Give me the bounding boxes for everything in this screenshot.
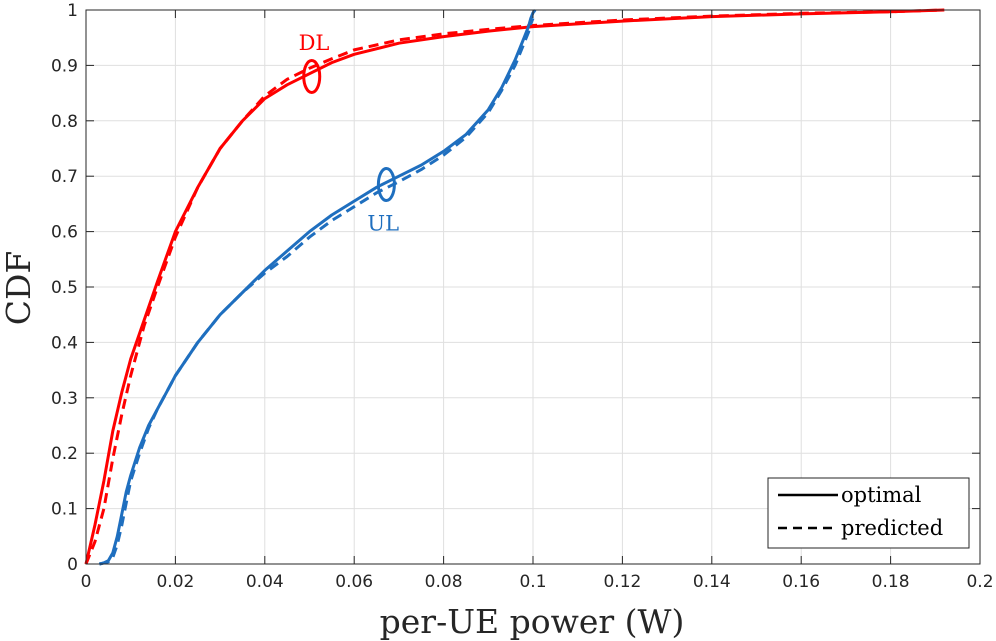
- x-tick-label: 0.18: [872, 572, 910, 592]
- x-tick-label: 0.12: [603, 572, 641, 592]
- y-tick-label: 0.6: [51, 223, 78, 243]
- x-axis-label: per-UE power (W): [380, 602, 685, 641]
- y-tick-label: 0.1: [51, 500, 78, 520]
- legend: optimal predicted: [767, 477, 970, 549]
- legend-box: [767, 477, 970, 549]
- y-tick-label: 0: [67, 555, 78, 575]
- ul-ellipse-marker: [376, 167, 396, 203]
- x-tick-label: 0.06: [335, 572, 373, 592]
- y-tick-label: 0.2: [51, 444, 78, 464]
- axes: 0 0.02 0.04 0.06 0.08 0.1 0.12 0.14 0.16 0.18 0.2 0…: [51, 1, 994, 592]
- x-tick-label: 0.04: [246, 572, 284, 592]
- y-tick-label: 0.5: [51, 278, 78, 298]
- x-tick-label: 0.16: [782, 572, 820, 592]
- x-tick-label: 0.2: [966, 572, 993, 592]
- x-tick-label: 0.08: [425, 572, 463, 592]
- series-line-dl-predicted: [84, 8, 945, 565]
- annotations: DL UL: [299, 31, 400, 235]
- grid: [86, 10, 980, 564]
- ul-annotation-label: UL: [367, 211, 399, 235]
- x-tick-label: 0.14: [693, 572, 731, 592]
- series-layer: [84, 8, 945, 566]
- y-tick-label: 1: [67, 1, 78, 21]
- series-line-ul-optimal: [99, 9, 537, 566]
- y-tick-label: 0.8: [51, 112, 78, 132]
- y-tick-label: 0.9: [51, 56, 78, 76]
- y-tick-label: 0.4: [51, 333, 78, 353]
- x-tick-label: 0.1: [519, 572, 546, 592]
- dl-ellipse-marker: [302, 58, 322, 94]
- dl-annotation-label: DL: [299, 31, 330, 55]
- legend-label-predicted: predicted: [841, 516, 943, 540]
- legend-label-optimal: optimal: [841, 483, 922, 507]
- x-tick-label: 0.02: [156, 572, 194, 592]
- x-tick-label: 0: [81, 572, 92, 592]
- y-tick-label: 0.3: [51, 389, 78, 409]
- y-tick-label: 0.7: [51, 167, 78, 187]
- series-line-ul-predicted: [99, 17, 535, 566]
- y-axis-label: CDF: [0, 251, 38, 326]
